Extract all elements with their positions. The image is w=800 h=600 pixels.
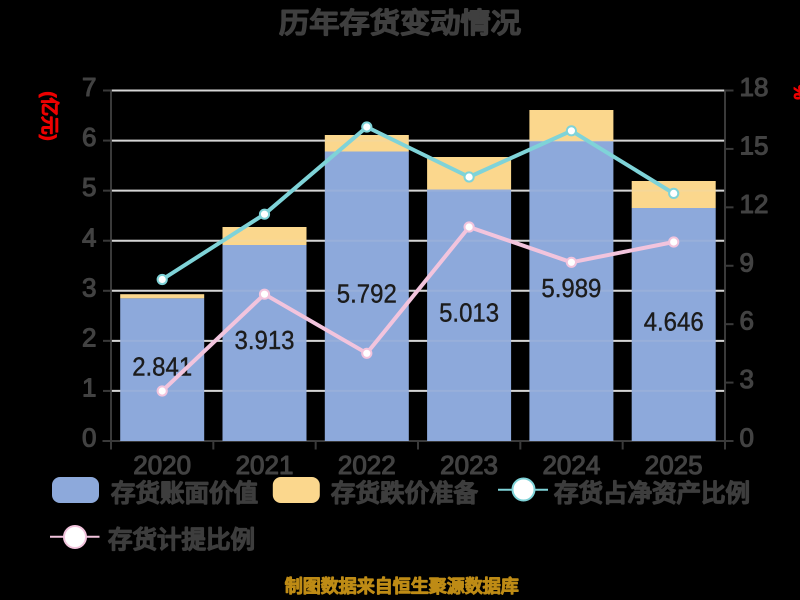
svg-text:2.841: 2.841 <box>132 352 192 382</box>
svg-text:2024: 2024 <box>542 450 600 480</box>
svg-text:存货占净资产比例: 存货占净资产比例 <box>554 479 750 508</box>
svg-text:存货跌价准备: 存货跌价准备 <box>331 479 478 508</box>
svg-text:存货账面价值: 存货账面价值 <box>111 479 258 508</box>
svg-text:3.913: 3.913 <box>235 325 295 355</box>
svg-text:18: 18 <box>740 72 769 102</box>
svg-text:7: 7 <box>82 72 96 102</box>
svg-text:5.792: 5.792 <box>337 278 397 308</box>
svg-text:6: 6 <box>740 306 754 336</box>
svg-text:12: 12 <box>740 189 769 219</box>
svg-text:(亿元): (亿元) <box>39 91 60 140</box>
svg-text:制图数据来自恒生聚源数据库: 制图数据来自恒生聚源数据库 <box>285 576 519 597</box>
svg-text:0: 0 <box>740 423 754 453</box>
svg-text:15: 15 <box>740 130 769 160</box>
svg-text:%: % <box>790 84 800 99</box>
svg-text:3: 3 <box>82 272 96 302</box>
svg-text:1: 1 <box>82 373 96 403</box>
svg-text:历年存货变动情况: 历年存货变动情况 <box>279 7 521 39</box>
svg-text:5.013: 5.013 <box>439 297 499 327</box>
svg-text:2025: 2025 <box>645 450 703 480</box>
svg-text:2022: 2022 <box>338 450 396 480</box>
svg-text:2020: 2020 <box>133 450 191 480</box>
svg-text:9: 9 <box>740 247 754 277</box>
svg-text:2023: 2023 <box>440 450 498 480</box>
svg-text:3: 3 <box>740 364 754 394</box>
svg-text:存货计提比例: 存货计提比例 <box>108 525 255 554</box>
svg-text:4.646: 4.646 <box>644 307 704 337</box>
svg-text:5.989: 5.989 <box>541 273 601 303</box>
svg-text:6: 6 <box>82 122 96 152</box>
svg-text:5: 5 <box>82 172 96 202</box>
svg-text:0: 0 <box>82 423 96 453</box>
svg-text:4: 4 <box>82 222 96 252</box>
svg-text:2021: 2021 <box>236 450 294 480</box>
svg-text:2: 2 <box>82 322 96 352</box>
